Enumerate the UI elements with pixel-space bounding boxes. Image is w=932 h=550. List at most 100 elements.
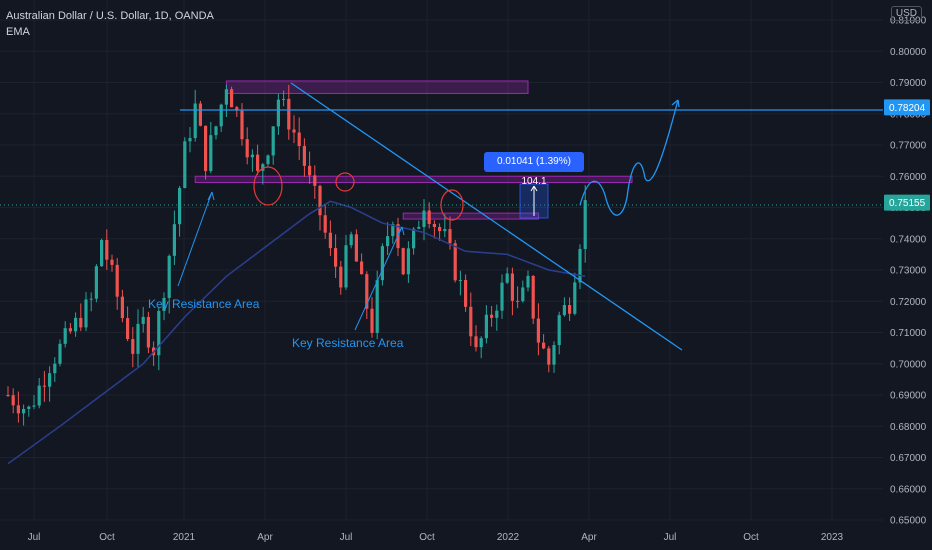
- y-tick-label: 0.66000: [890, 484, 927, 495]
- candle-body: [245, 139, 249, 158]
- price-tag: [884, 99, 930, 116]
- candle-body: [427, 210, 431, 224]
- candle-body: [37, 385, 41, 406]
- candle-body: [167, 255, 171, 298]
- candle-body: [261, 164, 265, 171]
- candle-body: [417, 226, 421, 229]
- key-resistance-label-2: Key Resistance Area: [292, 336, 404, 350]
- candle-body: [53, 363, 57, 374]
- candle-body: [22, 408, 26, 414]
- x-tick-label: Jul: [340, 532, 353, 543]
- candle-body: [48, 373, 52, 387]
- x-tick-label: Oct: [743, 532, 759, 543]
- candle-body: [495, 310, 499, 318]
- candle-body: [178, 187, 182, 225]
- y-tick-label: 0.76000: [890, 172, 927, 183]
- arrow-annotation-1: [177, 191, 213, 287]
- candle-body: [583, 200, 587, 250]
- x-tick-label: 2021: [173, 532, 196, 543]
- candle-body: [308, 165, 312, 176]
- y-tick-label: 0.73000: [890, 266, 927, 277]
- candle-body: [568, 305, 572, 314]
- candle-body: [474, 336, 478, 348]
- currency-badge[interactable]: USD: [890, 6, 922, 21]
- candle-body: [240, 110, 244, 140]
- candle-body: [458, 280, 462, 282]
- candle-body: [105, 239, 109, 260]
- y-tick-label: 0.70000: [890, 359, 927, 370]
- candle-body: [406, 248, 410, 275]
- candle-body: [136, 323, 140, 354]
- x-tick-label: 2023: [821, 532, 844, 543]
- candle-body: [131, 339, 135, 354]
- ema-line: [7, 200, 586, 465]
- candle-body: [271, 126, 275, 156]
- candle-body: [578, 249, 582, 283]
- candle-body: [68, 328, 72, 332]
- candle-body: [349, 234, 353, 246]
- candle-body: [94, 266, 98, 299]
- candle-body: [209, 135, 213, 172]
- candle-body: [302, 146, 306, 166]
- y-tick-label: 0.69000: [890, 391, 927, 402]
- candle-body: [89, 298, 93, 300]
- x-tick-label: Jul: [664, 532, 677, 543]
- time-axis: Jul Oct 2021 Apr Jul Oct 2022 Apr Jul Oct 2023: [28, 532, 844, 543]
- candle-body: [438, 226, 442, 232]
- x-tick-label: Oct: [419, 532, 435, 543]
- candle-body: [531, 275, 535, 319]
- candle-body: [162, 297, 166, 311]
- x-tick-label: Oct: [99, 532, 115, 543]
- candle-body: [297, 132, 301, 147]
- projection-arrow-head: [671, 99, 680, 108]
- y-tick-label: 0.67000: [890, 453, 927, 464]
- candle-body: [157, 310, 161, 356]
- price-axis: 0.65000 0.66000 0.67000 0.68000 0.69000 0.700…: [884, 16, 930, 527]
- candle-body: [100, 239, 104, 267]
- y-tick-label: 0.65000: [890, 516, 927, 527]
- candle-body: [6, 395, 10, 396]
- candle-body: [500, 282, 504, 311]
- candle-body: [448, 229, 452, 244]
- indicator-label[interactable]: EMA: [6, 26, 30, 38]
- price-tag-label: 0.75155: [889, 198, 926, 209]
- candle-body: [505, 273, 509, 283]
- candle-body: [27, 406, 31, 409]
- chart-drawings: [0, 82, 883, 351]
- x-tick-label: Apr: [581, 532, 597, 543]
- candle-body: [230, 89, 234, 108]
- y-tick-label: 0.68000: [890, 422, 927, 433]
- candle-body: [510, 273, 514, 301]
- resistance-zone-3: [402, 212, 539, 220]
- arrow-head-2: [396, 226, 405, 236]
- candle-body: [188, 138, 192, 142]
- highlight-circle-3: [440, 189, 464, 221]
- candle-body: [318, 185, 322, 216]
- candle-body: [386, 236, 390, 247]
- candle-body: [479, 338, 483, 348]
- price-tag: [884, 194, 930, 211]
- candle-body: [183, 141, 187, 188]
- candle-body: [172, 224, 176, 256]
- candle-body: [16, 405, 20, 414]
- candle-body: [516, 300, 520, 302]
- y-tick-label: 0.74000: [890, 234, 927, 245]
- candle-body: [365, 274, 369, 309]
- resistance-zones: [194, 80, 633, 220]
- y-tick-label: 0.71000: [890, 328, 927, 339]
- candle-body: [521, 287, 525, 302]
- price-tag-label: 0.78204: [889, 103, 926, 114]
- candle-body: [380, 246, 384, 281]
- projection-path: [579, 99, 679, 216]
- ema-path: [7, 200, 586, 465]
- candle-body: [484, 314, 488, 339]
- x-tick-label: Jul: [28, 532, 41, 543]
- candle-body: [469, 306, 473, 337]
- candle-body: [282, 98, 286, 100]
- candle-body: [74, 317, 78, 332]
- descending-trendline: [290, 82, 683, 351]
- candle-body: [11, 395, 15, 406]
- resistance-zone-2: [194, 175, 633, 183]
- chart-grid: [0, 0, 883, 521]
